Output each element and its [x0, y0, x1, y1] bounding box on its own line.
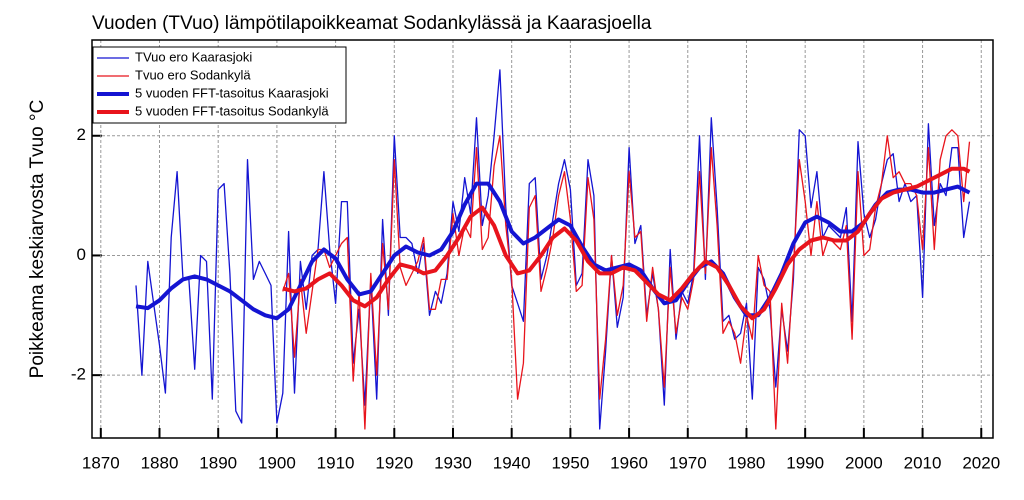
series-line: [282, 166, 971, 321]
x-tick-label: 1910: [317, 453, 355, 472]
x-tick-label: 2010: [904, 453, 942, 472]
y-axis-label: Poikkeama keskiarvosta Tvuo °C: [27, 100, 48, 379]
x-tick-label: 1930: [434, 453, 472, 472]
y-tick-label: 0: [77, 245, 86, 264]
legend-label: 5 vuoden FFT-tasoitus Kaarasjoki: [135, 85, 329, 100]
x-tick-label: 1940: [493, 453, 531, 472]
x-tick-label: 1890: [199, 453, 237, 472]
x-tick-label: 1900: [258, 453, 296, 472]
series-line: [282, 129, 971, 430]
y-tick-label: 2: [77, 125, 86, 144]
x-tick-label: 1960: [610, 453, 648, 472]
series-line: [135, 181, 971, 321]
x-tick-label: 1950: [551, 453, 589, 472]
y-tick-label: -2: [71, 365, 86, 384]
plot-frame: [91, 39, 994, 439]
x-tick-label: 1990: [786, 453, 824, 472]
x-tick-label: 1980: [728, 453, 766, 472]
x-tick-label: 1880: [141, 453, 179, 472]
x-tick-label: 1870: [82, 453, 120, 472]
chart-title: Vuoden (TVuo) lämpötilapoikkeamat Sodank…: [92, 13, 652, 34]
x-tick-label: 2000: [845, 453, 883, 472]
legend-label: Tvuo ero Sodankylä: [135, 67, 251, 82]
x-tick-label: 1970: [669, 453, 707, 472]
legend-box: [92, 46, 347, 124]
series-line: [135, 69, 971, 430]
legend-label: TVuo ero Kaarasjoki: [135, 49, 252, 64]
x-tick-label: 1920: [375, 453, 413, 472]
legend-label: 5 vuoden FFT-tasoitus Sodankylä: [135, 103, 329, 118]
x-tick-label: 2020: [962, 453, 1000, 472]
